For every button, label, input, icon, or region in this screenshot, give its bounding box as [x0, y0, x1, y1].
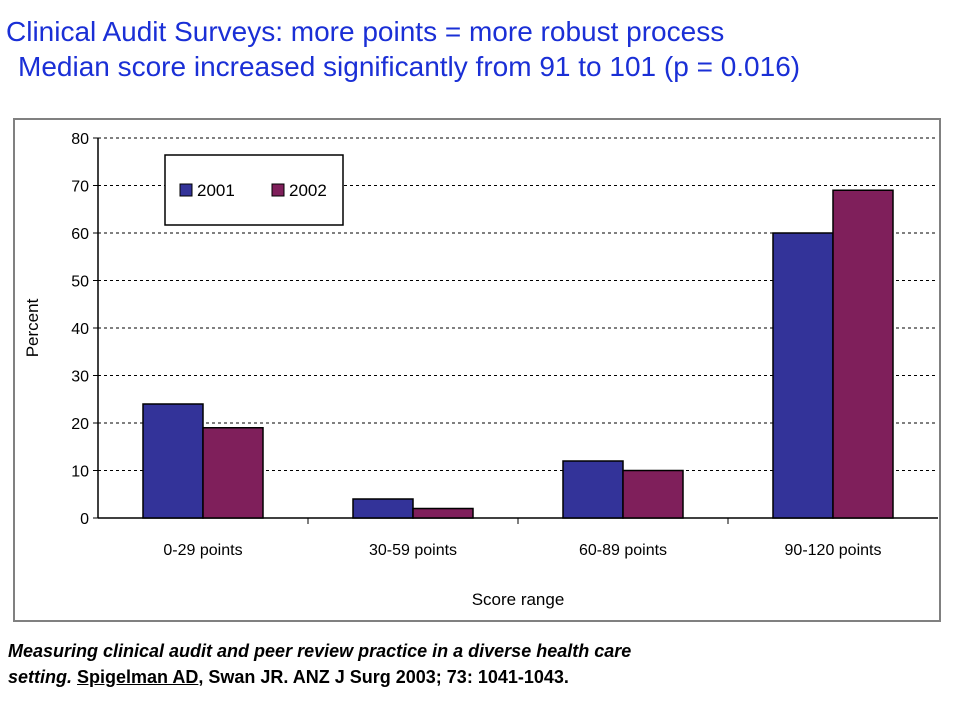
legend-box — [164, 154, 344, 226]
bar-2002-60-89-points — [622, 469, 684, 519]
bar-2002-90-120-points — [832, 189, 894, 519]
x-tick-label: 60-89 points — [579, 542, 667, 559]
bar-2001-30-59-points — [352, 498, 414, 519]
slide-title-block: Clinical Audit Surveys: more points = mo… — [6, 14, 956, 84]
bar-2001-90-120-points — [772, 232, 834, 519]
citation-rest: , Swan JR. ANZ J Surg 2003; 73: 1041-104… — [198, 667, 569, 687]
x-tick-label: 0-29 points — [163, 542, 242, 559]
bar-2001-60-89-points — [562, 460, 624, 519]
y-tick-label: 30 — [71, 369, 89, 386]
citation-line-1: Measuring clinical audit and peer review… — [8, 641, 632, 661]
y-axis-title: Percent — [23, 298, 42, 357]
x-axis-title: Score range — [472, 590, 565, 609]
y-tick-label: 70 — [71, 179, 89, 196]
y-tick-label: 10 — [71, 464, 89, 481]
y-tick-label: 0 — [80, 511, 89, 528]
y-tick-label: 40 — [71, 321, 89, 338]
legend: 2001 2002 — [164, 154, 344, 226]
citation-line-2: setting. Spigelman AD, Swan JR. ANZ J Su… — [8, 664, 948, 690]
x-tick-label: 30-59 points — [369, 542, 457, 559]
slide-subtitle: Median score increased significantly fro… — [18, 51, 801, 82]
y-tick-label: 50 — [71, 274, 89, 291]
citation-prefix: setting. — [8, 667, 73, 687]
y-tick-label: 20 — [71, 416, 89, 433]
legend-swatch-2001 — [179, 183, 193, 197]
legend-label-2001: 2001 — [197, 181, 235, 200]
slide-title: Clinical Audit Surveys: more points = mo… — [6, 16, 725, 47]
bar-2002-30-59-points — [412, 507, 474, 519]
bar-2001-0-29-points — [142, 403, 204, 519]
y-tick-label: 80 — [71, 131, 89, 148]
legend-label-2002: 2002 — [289, 181, 327, 200]
author-link[interactable]: Spigelman AD — [77, 667, 199, 687]
x-tick-label: 90-120 points — [785, 542, 882, 559]
citation-caption: Measuring clinical audit and peer review… — [8, 638, 948, 690]
legend-swatch-2002 — [271, 183, 285, 197]
y-tick-label: 60 — [71, 226, 89, 243]
bar-2002-0-29-points — [202, 427, 264, 519]
